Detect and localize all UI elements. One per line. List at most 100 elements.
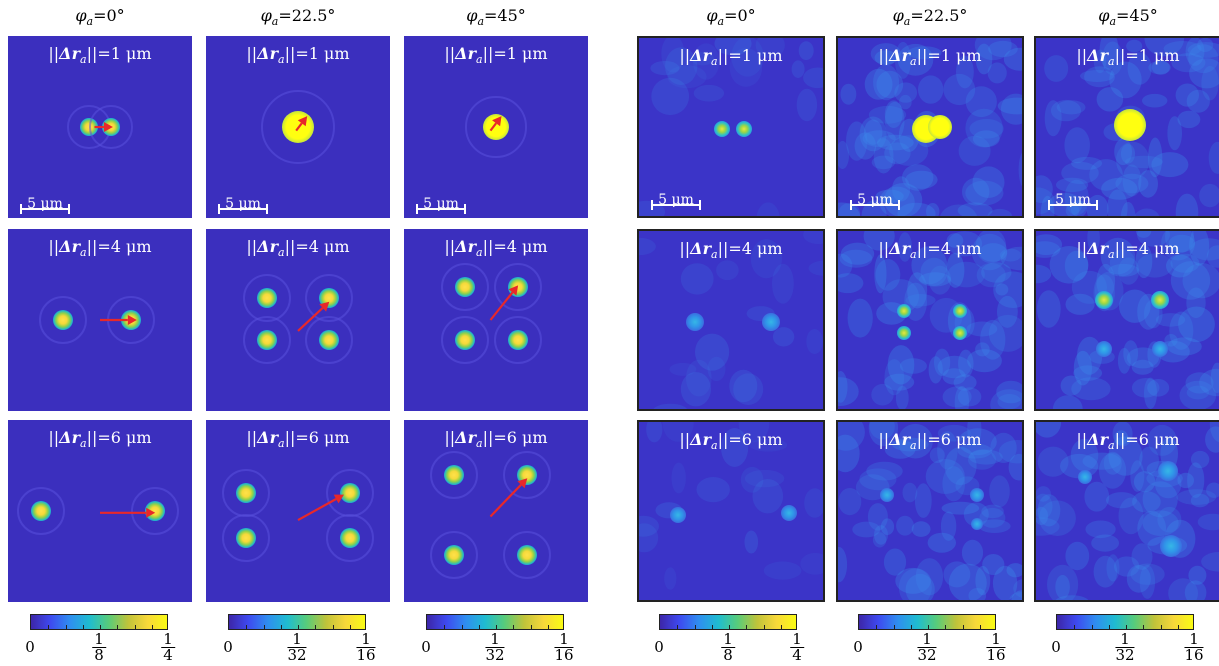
norm-open: || [878,430,890,449]
noise-blob [920,257,948,286]
noise-blob [982,554,1005,575]
arrow-head [517,478,528,489]
intensity-spot [443,544,464,565]
noise-blob [987,208,1013,216]
noise-blob [965,86,997,118]
scale-bar-line [218,204,268,214]
norm-close: || [1114,239,1126,258]
noise-blob [1167,337,1202,356]
displacement-arrow [489,116,502,132]
noise-blob [1106,554,1120,582]
arrow-head [146,507,156,518]
displacement-value: =4 μm [728,239,783,258]
displacement-arrow [94,122,113,132]
intensity-spot [454,330,475,351]
panel-label: ||Δra||=1 μm [639,46,823,68]
colorbar-tick [711,625,713,629]
noise-blob [1101,177,1138,200]
noise-blob [943,73,976,106]
frac-num: 1 [356,632,376,648]
noise-blob [914,483,932,518]
panel-label: ||Δra||=6 μm [838,430,1022,452]
displacement-value: =6 μm [493,428,548,447]
frac-den: 16 [356,646,376,664]
intensity-spot [319,330,340,351]
delta-sub: a [476,53,483,67]
noise-blob [899,94,912,110]
simulated-panel: ||Δra||=4 μm [404,229,588,411]
noise-blob [864,68,893,100]
panel-label: ||Δra||=4 μm [639,239,823,261]
frac-num: 1 [790,630,804,648]
noise-blob [1186,287,1206,319]
noise-blob [975,342,990,357]
noise-blob [733,373,764,405]
delta-sub: a [80,437,87,451]
norm-open: || [444,428,456,447]
diffraction-ring [131,487,180,535]
displacement-value: =6 μm [1125,430,1180,449]
noise-blob [947,261,985,288]
norm-close: || [482,44,494,63]
norm-open: || [48,237,60,256]
intensity-spot [1152,341,1169,358]
frac-den: 4 [163,646,173,664]
noise-blob [696,477,730,503]
panel-label: ||Δra||=4 μm [8,237,192,259]
noise-blob [1185,372,1214,394]
colorbar-labels: 0 1 32 1 16 [853,632,1006,666]
arrow-shaft [489,122,497,132]
noise-blob [1061,161,1099,184]
colorbar-max-label: 1 16 [554,632,574,663]
header-sub: a [903,15,911,29]
experimental-panel: ||Δra||=6 μm [1034,420,1219,602]
noise-blob [1080,70,1114,82]
panel-label: ||Δra||=4 μm [1036,239,1219,261]
noise-blob [680,263,714,295]
noise-blob [1142,93,1168,108]
noise-blob [957,202,993,216]
intensity-spot [670,506,687,523]
displacement-value: =6 μm [927,430,982,449]
noise-blob [838,273,864,294]
noise-blob [1126,564,1151,593]
norm-open: || [679,430,691,449]
noise-blob [1055,595,1089,600]
norm-open: || [878,239,890,258]
delta-r: Δr [455,44,477,63]
noise-blob [927,532,956,553]
noise-blob [1136,231,1152,238]
norm-open: || [679,46,691,65]
intensity-spot [927,115,952,140]
noise-blob [1139,564,1156,599]
colorbar-tick [928,625,929,629]
noise-blob [968,588,987,600]
column-header: φa=22.5° [830,6,1030,28]
header-value: =45° [484,6,526,25]
noise-blob [981,504,1004,519]
noise-blob [1056,100,1086,115]
noise-blob [942,386,972,408]
noise-blob [1118,497,1144,535]
delta-r: Δr [1087,46,1109,65]
intensity-spot [761,313,780,331]
delta-r: Δr [889,239,911,258]
colorbar-tick [763,625,765,629]
noise-blob [941,501,980,515]
noise-blob [980,319,1006,360]
delta-r: Δr [889,430,911,449]
noise-blob [1118,257,1140,285]
noise-blob [940,511,957,541]
noise-blob [1052,395,1083,409]
header-sub: a [1109,15,1116,29]
noise-blob [1131,378,1160,398]
colorbar-labels: 0 1 32 1 16 [223,632,376,666]
intensity-spot [953,304,968,319]
norm-open: || [444,44,456,63]
colorbar-tick [280,625,282,629]
intensity-spot [971,517,984,530]
noise-blob [862,130,896,147]
simulated-panel: ||Δra||=6 μm [206,420,390,602]
noise-blob [1082,452,1121,470]
